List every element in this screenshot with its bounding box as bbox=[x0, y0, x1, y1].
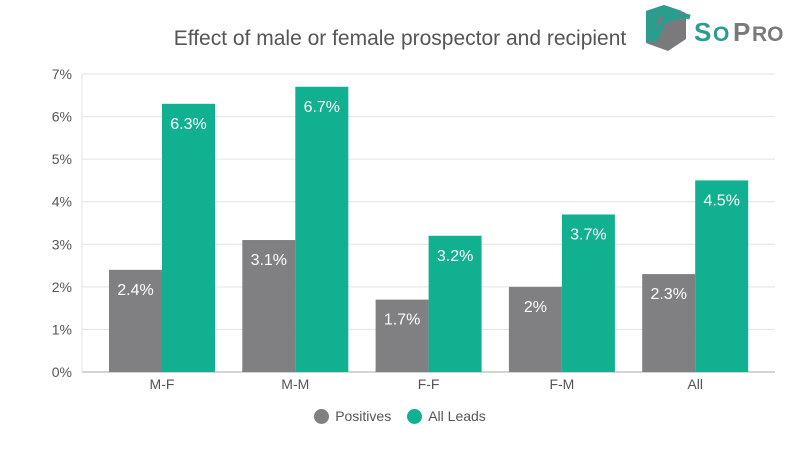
y-tick-label: 6% bbox=[52, 109, 72, 125]
data-label: 3.7% bbox=[570, 226, 606, 243]
svg-text:RO: RO bbox=[752, 23, 784, 46]
legend-item-all-leads[interactable]: All Leads bbox=[407, 408, 486, 424]
bar-positives bbox=[642, 274, 696, 372]
data-label: 2% bbox=[524, 299, 547, 316]
x-tick-label: M-F bbox=[150, 376, 175, 392]
y-tick-label: 5% bbox=[52, 151, 72, 167]
bar-positives bbox=[508, 286, 562, 372]
legend-dot bbox=[407, 408, 423, 424]
svg-text:P: P bbox=[733, 17, 750, 47]
y-tick-label: 2% bbox=[52, 279, 72, 295]
bar-positives bbox=[109, 269, 162, 372]
y-tick-label: 1% bbox=[52, 321, 72, 337]
logo-icon: S O P RO bbox=[646, 5, 784, 51]
data-label: 3.1% bbox=[251, 252, 287, 269]
bar-positives bbox=[242, 240, 296, 372]
legend-item-positives[interactable]: Positives bbox=[314, 408, 391, 424]
bar-all-leads bbox=[695, 180, 749, 372]
data-label: 6.7% bbox=[304, 99, 340, 116]
y-tick-label: 0% bbox=[52, 364, 72, 380]
bar-all-leads bbox=[561, 214, 615, 372]
y-tick-label: 7% bbox=[52, 66, 72, 82]
bar-all-leads bbox=[428, 235, 482, 372]
bar-positives bbox=[375, 299, 429, 372]
legend-label: Positives bbox=[335, 408, 392, 424]
data-label: 2.4% bbox=[117, 282, 153, 299]
y-tick-label: 3% bbox=[52, 236, 72, 252]
chart-title: Effect of male or female prospector and … bbox=[173, 27, 627, 50]
x-tick-label: F-M bbox=[549, 376, 574, 392]
data-label: 6.3% bbox=[170, 116, 206, 133]
legend-label: All Leads bbox=[428, 408, 486, 424]
legend-dot bbox=[314, 408, 330, 424]
data-label: 1.7% bbox=[384, 312, 420, 329]
x-tick-label: F-F bbox=[418, 376, 440, 392]
bar-all-leads bbox=[162, 103, 215, 373]
x-tick-label: M-M bbox=[281, 376, 309, 392]
svg-text:S: S bbox=[694, 17, 711, 47]
svg-text:O: O bbox=[713, 23, 729, 46]
x-tick-label: All bbox=[687, 376, 703, 392]
sopro-logo: S O P RO bbox=[642, 5, 800, 53]
data-label: 2.3% bbox=[650, 286, 686, 303]
legend: Positives All Leads bbox=[0, 408, 800, 424]
data-label: 3.2% bbox=[437, 248, 473, 265]
y-tick-label: 4% bbox=[52, 194, 72, 210]
bar-all-leads bbox=[295, 86, 349, 373]
data-label: 4.5% bbox=[703, 192, 739, 209]
